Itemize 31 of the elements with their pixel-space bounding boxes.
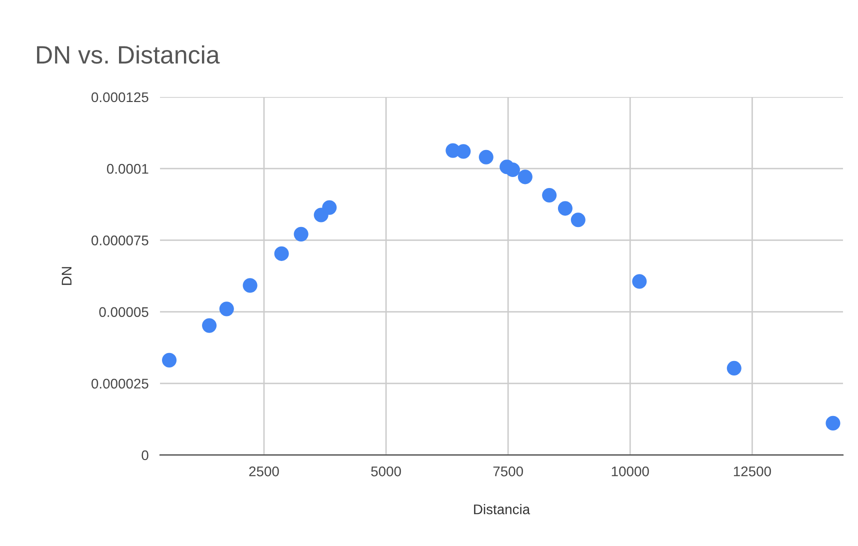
y-tick-label: 0.000025 [92, 378, 148, 389]
y-tick-label: 0.0001 [106, 164, 148, 174]
point [202, 318, 217, 333]
y-tick-label: 0 [142, 450, 148, 460]
point [632, 274, 647, 289]
y-tick-label: 0.000125 [92, 92, 148, 102]
point [219, 302, 234, 316]
chart-title: DN vs. Distancia [37, 45, 220, 64]
point [322, 200, 337, 215]
y-axis-title: DN [62, 267, 72, 285]
x-tick-label: 5000 [371, 466, 401, 476]
x-tick-label: 7500 [493, 466, 523, 476]
point [518, 170, 532, 184]
point [542, 188, 557, 203]
y-tick-label: 0.00005 [99, 307, 148, 317]
point [826, 416, 840, 430]
point [505, 162, 520, 178]
x-tick-label: 2500 [249, 466, 279, 476]
point [162, 352, 177, 368]
point [274, 246, 289, 261]
x-tick-label: 10000 [612, 466, 649, 476]
point [726, 360, 742, 376]
y-tick-label: 0.000075 [92, 236, 148, 246]
x-tick-label: 12500 [734, 466, 771, 476]
x-axis-title: Distancia [474, 504, 530, 514]
point [570, 212, 586, 228]
point [456, 144, 471, 159]
point [558, 201, 572, 216]
point [294, 226, 308, 242]
point [242, 278, 258, 293]
point [478, 150, 494, 164]
